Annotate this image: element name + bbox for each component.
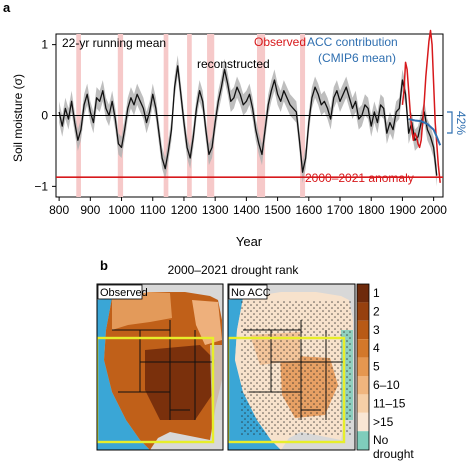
panel-b-label: b xyxy=(100,258,108,273)
panel-a-label: a xyxy=(3,0,11,15)
no-acc-map-frame xyxy=(227,283,356,451)
uncertainty-band-group xyxy=(59,55,437,187)
x-tick-label-900: 900 xyxy=(80,203,100,217)
y-axis-label: Soil moisture (σ) xyxy=(11,74,25,162)
legend-label-6: 11–15 xyxy=(373,396,406,410)
legend-label-0: 1 xyxy=(373,286,380,300)
no-acc-map-label-box xyxy=(228,284,268,300)
x-tick-label-1600: 1600 xyxy=(295,203,322,217)
legend-swatch-6 xyxy=(357,394,369,413)
legend-swatch-5 xyxy=(357,376,369,395)
panel-b-title: 2000–2021 drought rank xyxy=(168,263,300,277)
x-tick-label-1100: 1100 xyxy=(140,203,166,217)
observed-map: Observed xyxy=(97,284,223,450)
x-tick-label-2000: 2000 xyxy=(420,203,447,217)
x-tick-label-1400: 1400 xyxy=(233,203,260,217)
legend-swatch-7 xyxy=(357,412,369,432)
legend-frame xyxy=(356,283,370,451)
y-tick-label-0: 0 xyxy=(41,109,48,123)
y-tick-label-1: 1 xyxy=(41,38,48,52)
no-acc-map-region-box xyxy=(228,336,346,444)
observed-map-label: Observed xyxy=(100,287,148,299)
x-tick-label-1800: 1800 xyxy=(358,203,385,217)
observed-map-frame xyxy=(96,283,224,451)
observed-label: Observed xyxy=(254,35,306,49)
x-tick-label-1200: 1200 xyxy=(171,203,198,217)
x-tick-label-1900: 1900 xyxy=(389,203,416,217)
observed-map-ocean xyxy=(97,298,150,450)
x-tick-label-1000: 1000 xyxy=(108,203,135,217)
acc-contribution-line xyxy=(408,118,442,146)
observed-map-northeast-pale xyxy=(192,300,222,345)
series-group xyxy=(58,29,442,183)
reconstructed-line xyxy=(58,65,438,176)
legend-label-1: 2 xyxy=(373,304,380,318)
anomaly-label: 2000–2021 anomaly xyxy=(305,171,414,185)
running-mean-label: 22-yr running mean xyxy=(62,36,166,50)
legend-label-2: 3 xyxy=(373,323,380,337)
observed-line xyxy=(401,29,441,183)
acc-label-line2: (CMIP6 mean) xyxy=(318,51,396,65)
percent-label: 42% xyxy=(454,111,468,135)
legend-label-8: No xyxy=(373,433,389,447)
panel-a-chart: 800 900 1000 1100 1200 1300 1400 1500 1600 1700 18… xyxy=(11,29,468,249)
legend-label-4: 5 xyxy=(373,360,380,374)
reconstructed-label: reconstructed xyxy=(197,57,270,71)
legend-swatch-4 xyxy=(357,357,369,376)
no-acc-map-label: No ACC xyxy=(231,287,271,299)
acc-bracket xyxy=(447,111,453,134)
legend-swatch-2 xyxy=(357,320,369,340)
no-acc-map: No ACC xyxy=(228,284,355,450)
observed-map-state-borders xyxy=(112,320,214,420)
x-tick-label-1300: 1300 xyxy=(202,203,229,217)
legend-swatch-1 xyxy=(357,302,369,321)
legend-swatch-3 xyxy=(357,339,369,358)
no-acc-map-state-borders xyxy=(243,320,345,420)
x-tick-label-800: 800 xyxy=(49,203,69,217)
reconstructed-uncertainty-band xyxy=(59,55,437,187)
axes-group: 800 900 1000 1100 1200 1300 1400 1500 1600 1700 18… xyxy=(34,38,447,217)
legend-label-7: >15 xyxy=(373,415,394,429)
observed-map-north-pale xyxy=(112,292,172,330)
legend-label-5: 6–10 xyxy=(373,378,400,392)
no-acc-map-stippling xyxy=(240,300,352,435)
observed-map-region-box xyxy=(97,336,215,444)
observed-map-dark-core xyxy=(145,345,215,420)
x-tick-label-1500: 1500 xyxy=(264,203,291,217)
legend-label-8-line2: drought xyxy=(373,447,414,461)
legend-swatch-8 xyxy=(357,431,369,450)
legend-label-3: 4 xyxy=(373,341,380,355)
x-axis-label: Year xyxy=(236,234,263,249)
x-tick-label-1700: 1700 xyxy=(327,203,354,217)
acc-label-line1: ACC contribution xyxy=(307,35,398,49)
y-tick-label--1: −1 xyxy=(34,179,48,193)
observed-map-label-box xyxy=(97,284,143,300)
legend-swatch-0 xyxy=(357,284,369,303)
